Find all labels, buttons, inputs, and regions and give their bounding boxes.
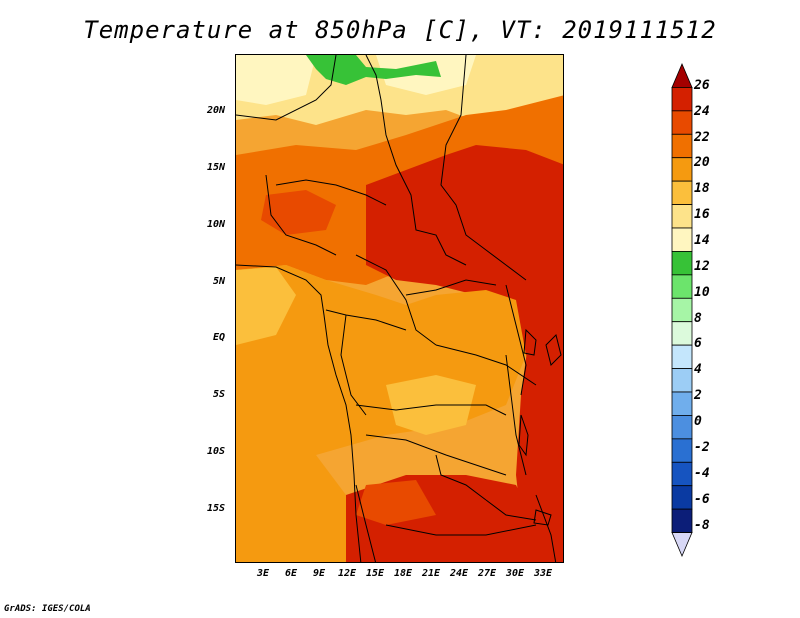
lon-label: 30E [506,568,525,579]
colorbar-label: 4 [694,362,702,377]
colorbar-label: -2 [694,440,710,455]
lon-label: 12E [338,568,357,579]
colorbar-swatch [671,532,693,558]
colorbar-swatch [671,485,693,510]
colorbar [671,62,693,558]
colorbar-swatch [671,274,693,299]
colorbar-label: 14 [694,233,710,248]
map-panel [235,54,564,563]
colorbar-label: 16 [694,207,710,222]
lat-label: 5S [213,389,226,400]
colorbar-swatch [671,344,693,369]
colorbar-label: 24 [694,104,710,119]
colorbar-swatch [671,368,693,393]
southern-warm-patch [356,480,436,525]
lon-label: 18E [394,568,413,579]
colorbar-swatch [671,227,693,252]
colorbar-swatch [671,508,693,533]
colorbar-label: 6 [694,336,702,351]
atlantic-mild-area [236,267,296,345]
colorbar-label: 20 [694,155,710,170]
north-pale-band [236,55,563,125]
lon-label: 27E [478,568,497,579]
country-borders [236,55,557,562]
colorbar-label: -6 [694,492,710,507]
colorbar-label: 18 [694,181,710,196]
colorbar-label: -8 [694,518,710,533]
lon-label: 6E [285,568,298,579]
colorbar-label: -4 [694,466,710,481]
lat-label: 10S [207,446,226,457]
colorbar-swatch [671,251,693,276]
colorbar-swatch [671,62,693,88]
colorbar-swatch [671,157,693,182]
colorbar-swatch [671,297,693,323]
lat-label: 20N [207,105,226,116]
colorbar-swatch [671,391,693,416]
lon-label: 15E [366,568,385,579]
colorbar-label: 2 [694,388,702,403]
colorbar-label: 10 [694,285,710,300]
lon-label: 21E [422,568,441,579]
colorbar-swatch [671,415,693,440]
lat-label: EQ [213,332,226,343]
lon-label: 9E [313,568,326,579]
lat-label: 5N [213,276,226,287]
lon-label: 24E [450,568,469,579]
colorbar-swatch [671,321,693,346]
colorbar-swatch [671,180,693,205]
chart-title: Temperature at 850hPa [C], VT: 201911151… [83,16,717,44]
lat-label: 10N [207,219,226,230]
lakes [518,328,562,526]
east-hot-strip [516,275,563,562]
credit-text: GrADS: IGES/COLA [4,604,91,614]
colorbar-swatch [671,461,693,487]
congo-mild-patch [386,375,476,435]
colorbar-label: 0 [694,414,702,429]
colorbar-swatch [671,438,693,463]
southwest-field [236,455,346,562]
colorbar-label: 26 [694,78,710,93]
temperature-map [236,55,563,562]
colorbar-label: 22 [694,130,710,145]
lat-label: 15N [207,162,226,173]
colorbar-label: 8 [694,311,702,326]
lat-label: 15S [207,503,226,514]
colorbar-swatch [671,87,693,112]
west-warm-patch [261,190,336,235]
colorbar-swatch [671,204,693,229]
northwest-pale-area [236,55,316,105]
lon-label: 3E [257,568,270,579]
lon-label: 33E [534,568,553,579]
colorbar-swatch [671,110,693,135]
colorbar-label: 12 [694,259,710,274]
colorbar-swatch [671,133,693,159]
coastline [236,264,362,562]
